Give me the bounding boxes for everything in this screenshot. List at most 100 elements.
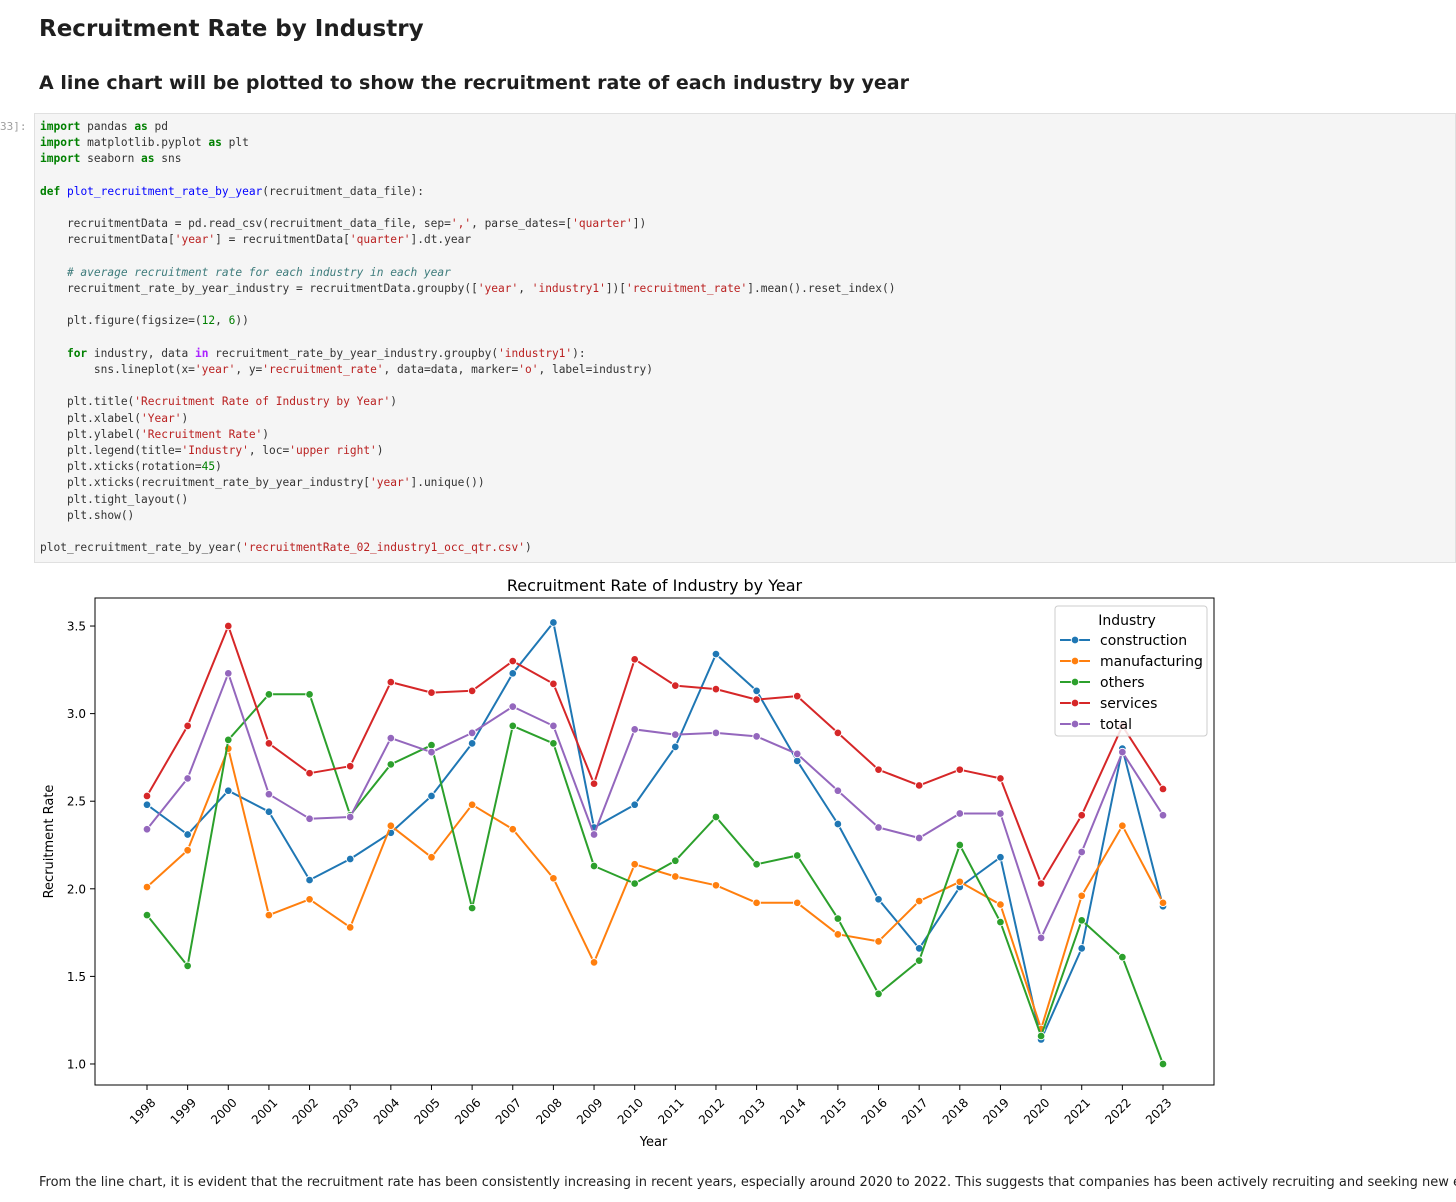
data-point [914, 896, 924, 906]
data-point [1036, 1031, 1046, 1041]
code-token: plot_recruitment_rate_by_year( [40, 541, 243, 555]
data-point [386, 821, 396, 830]
code-token: , parse_dates=[ [471, 217, 573, 231]
x-tick-label: 2021 [1062, 1096, 1093, 1127]
legend-swatch-marker [1070, 677, 1080, 687]
data-point [508, 824, 518, 834]
code-token: 'recruitment_rate' [626, 282, 748, 296]
x-tick-label: 2007 [493, 1096, 524, 1127]
data-point [671, 730, 680, 739]
data-point [711, 728, 721, 738]
data-point [467, 739, 477, 748]
code-token: (recruitment_data_file): [262, 184, 424, 198]
code-token: ) [181, 411, 189, 425]
data-point [752, 732, 761, 741]
code-token: , loc= [248, 444, 290, 458]
data-point [305, 895, 314, 904]
data-point [589, 861, 599, 871]
data-point [549, 679, 558, 689]
data-point [345, 854, 355, 864]
data-point [1036, 879, 1046, 888]
code-token: ',' [450, 217, 472, 231]
x-axis-label: Year [639, 1135, 668, 1150]
code-line: plt.xticks(recruitment_rate_by_year_indu… [40, 476, 485, 489]
code-token: 'quarter' [349, 233, 411, 247]
data-point [345, 923, 355, 932]
data-point [508, 669, 518, 678]
series-line [146, 693, 1164, 1065]
code-token: plt.figure(figsize=( [40, 314, 202, 328]
code-token: )) [235, 314, 249, 328]
code-token: plt.tight_layout() [40, 492, 189, 506]
data-point [549, 721, 558, 731]
x-tick-label: 2001 [249, 1096, 280, 1127]
data-point [142, 824, 152, 834]
x-tick-label: 2016 [859, 1096, 890, 1127]
data-point [1158, 784, 1168, 794]
x-tick-label: 2002 [290, 1096, 321, 1127]
data-point [874, 765, 883, 774]
data-point [427, 791, 436, 801]
chart-legend: Industry construction manufacturing others s… [1054, 605, 1208, 737]
code-line: def plot_recruitment_rate_by_year(recrui… [40, 185, 424, 198]
code-line: recruitmentData = pd.read_csv(recruitmen… [40, 217, 646, 230]
code-line: plt.tight_layout() [40, 493, 188, 506]
data-point [549, 739, 558, 748]
data-point [264, 690, 274, 699]
code-cell[interactable] [34, 113, 1456, 563]
data-point [427, 853, 436, 862]
code-token: 12 [201, 314, 216, 328]
data-point [183, 774, 192, 783]
code-line: # average recruitment rate for each indu… [40, 266, 451, 279]
code-token: 'Industry' [181, 444, 249, 458]
data-point [264, 789, 274, 799]
code-token: ].unique()) [410, 476, 485, 490]
data-point [386, 760, 396, 769]
data-point [752, 860, 761, 869]
data-point [549, 618, 558, 627]
code-token: , label=industry) [538, 363, 653, 377]
data-point [955, 765, 965, 774]
cell-execution-prompt: 33]: [0, 120, 27, 133]
code-token: ) [376, 444, 384, 458]
code-token: ]) [632, 217, 647, 231]
line-chart: 1.0 1.5 2.0 2.5 3.0 3.5 1998 1999 2000 2001 2002 20… [42, 576, 1215, 1150]
code-editor[interactable]: import pandas as pd import matplotlib.py… [40, 119, 895, 556]
y-tick-label: 1.5 [67, 970, 86, 984]
data-point [549, 874, 558, 883]
code-line: recruitment_rate_by_year_industry = recr… [40, 282, 896, 296]
data-point [1077, 847, 1086, 857]
legend-title: Industry [1098, 613, 1156, 629]
data-point [955, 877, 965, 887]
code-token: as [134, 120, 148, 133]
code-token: , data=data, marker= [383, 363, 519, 377]
code-line: recruitmentData['year'] = recruitmentDat… [40, 233, 471, 246]
data-point [589, 958, 599, 967]
data-point [1118, 821, 1127, 830]
code-line: import seaborn as sns [40, 152, 181, 165]
data-point [589, 830, 599, 839]
code-token: plt.xlabel( [40, 411, 142, 425]
code-token: 'Recruitment Rate of Industry by Year' [134, 395, 391, 409]
series-services [142, 621, 1168, 888]
data-point [142, 791, 152, 801]
series-total [142, 669, 1168, 943]
code-token: ])[ [605, 282, 627, 296]
code-token [40, 347, 67, 360]
data-point [1118, 952, 1127, 962]
code-token: def [40, 184, 61, 198]
code-token: sns.lineplot(x= [40, 363, 195, 377]
data-point [996, 900, 1005, 909]
code-token: recruitmentData = pd.read_csv(recruitmen… [40, 217, 451, 231]
data-point [711, 684, 721, 694]
data-point [1077, 916, 1086, 925]
code-line: plt.figure(figsize=(12, 6)) [40, 314, 249, 327]
code-token: recruitment_rate_by_year_industry.groupb… [208, 346, 499, 360]
code-token: 'quarter' [572, 217, 633, 231]
x-tick-label: 2012 [696, 1096, 727, 1127]
code-token: ].dt.year [410, 233, 472, 247]
x-tick-label: 2013 [737, 1096, 768, 1127]
data-point [1158, 1059, 1168, 1069]
data-point [508, 721, 518, 731]
data-point [345, 761, 355, 771]
